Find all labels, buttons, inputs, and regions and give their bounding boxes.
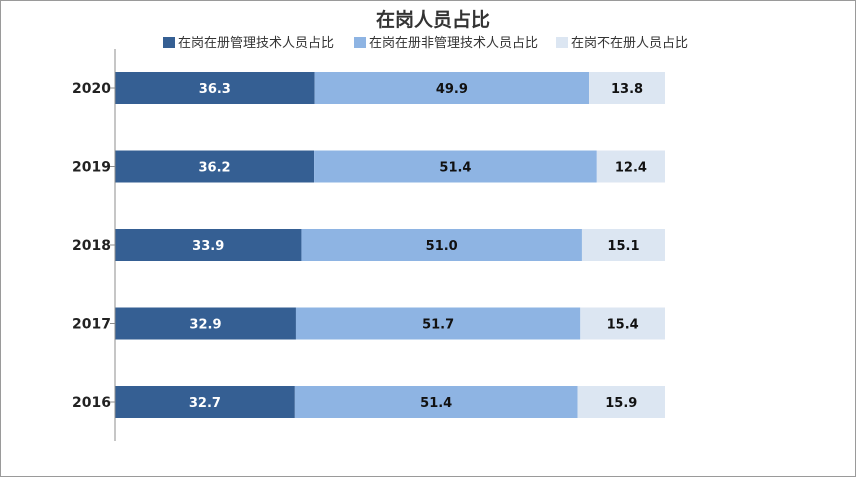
bar-segment: [580, 307, 665, 340]
data-label: 13.8: [611, 82, 643, 97]
bar-segment: [115, 386, 295, 418]
y-tick-label: 2020: [72, 81, 111, 97]
data-label: 15.4: [607, 318, 639, 333]
bar-segment: [295, 307, 581, 340]
y-tick-label: 2019: [72, 160, 111, 176]
chart-title: 在岗人员占比: [376, 8, 490, 31]
legend-swatch: [556, 37, 568, 48]
y-tick-label: 2017: [72, 317, 111, 333]
legend-label: 在岗在册管理技术人员占比: [178, 36, 334, 51]
bar-segment: [294, 386, 578, 418]
data-label: 51.0: [426, 239, 458, 254]
y-axis-ticks: 2020 2019 2018 2017 2016: [72, 81, 115, 411]
data-label: 36.3: [199, 82, 231, 97]
data-label: 32.7: [189, 396, 221, 411]
legend: 在岗在册管理技术人员占比 在岗在册非管理技术人员占比 在岗不在册人员占比: [163, 36, 688, 51]
y-tick-label: 2016: [72, 395, 111, 411]
y-tick-label: 2018: [72, 238, 111, 254]
bar-segment: [115, 150, 315, 183]
data-label: 51.4: [420, 396, 452, 411]
legend-swatch: [163, 37, 175, 48]
data-label: 15.9: [605, 396, 637, 411]
legend-label: 在岗在册非管理技术人员占比: [369, 36, 538, 51]
data-label: 12.4: [615, 161, 647, 176]
bar-segment: [577, 386, 665, 418]
data-label: 15.1: [607, 239, 639, 254]
bar-segment: [596, 150, 665, 183]
bar-segment: [301, 229, 582, 261]
legend-swatch: [354, 37, 366, 48]
bar-segment: [314, 150, 597, 183]
legend-label: 在岗不在册人员占比: [571, 36, 688, 51]
data-label: 36.2: [199, 161, 231, 176]
data-label: 51.7: [422, 318, 454, 333]
data-label: 33.9: [192, 239, 224, 254]
data-label: 49.9: [436, 82, 468, 97]
bar-segment: [115, 229, 302, 261]
bars: [115, 72, 665, 418]
data-label: 32.9: [189, 318, 221, 333]
bar-segment: [115, 307, 296, 340]
bar-segment: [581, 229, 665, 261]
bar-segment: [589, 72, 665, 104]
bar-segment: [314, 72, 590, 104]
data-label: 51.4: [439, 161, 471, 176]
data-labels: 36.3 49.9 13.8 36.2 51.4 12.4 33.9 51.0 15.1 32.9…: [189, 82, 647, 411]
bar-segment: [115, 72, 315, 104]
